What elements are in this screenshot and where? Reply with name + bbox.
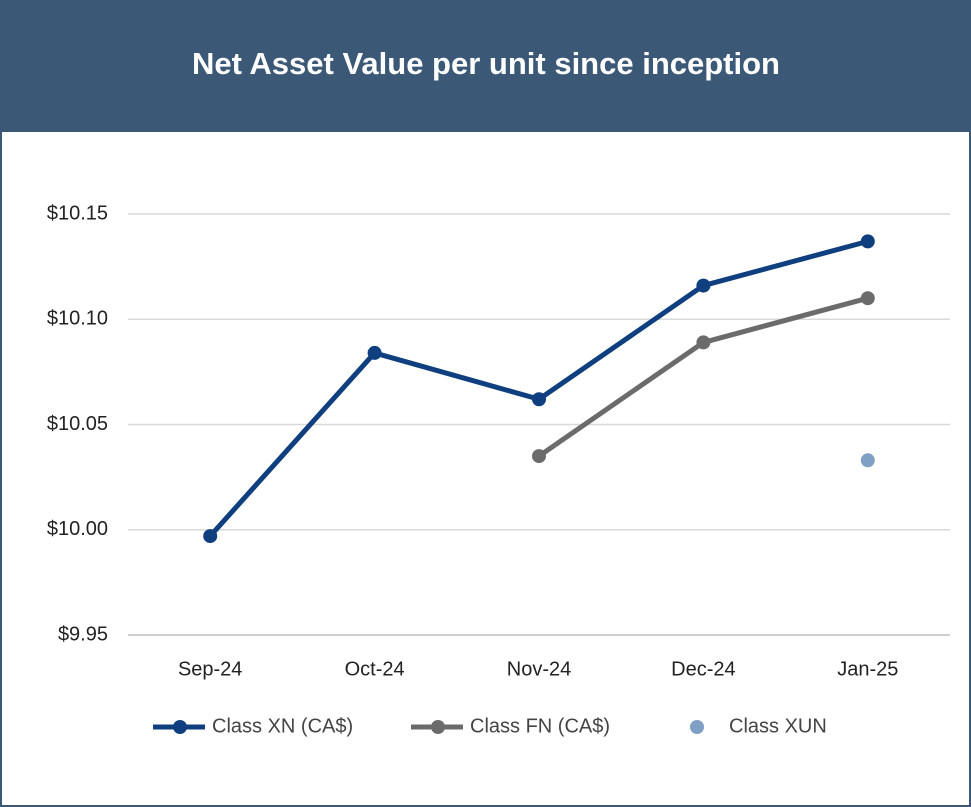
y-tick-label: $10.15 [47, 202, 108, 224]
legend-marker [431, 720, 445, 734]
point-marker [860, 453, 875, 468]
point-marker [532, 392, 546, 407]
series-line [208, 238, 869, 538]
legend-marker [690, 720, 704, 734]
point-marker [696, 335, 711, 350]
header-band [0, 0, 971, 132]
point-marker [532, 449, 546, 464]
point-marker [203, 529, 218, 544]
point-marker [367, 345, 382, 360]
x-tick-label: Sep-24 [178, 658, 243, 680]
x-tick-label: Nov-24 [507, 658, 571, 680]
x-tick-label: Jan-25 [837, 658, 898, 680]
x-tick-label: Oct-24 [345, 658, 405, 680]
series-line [537, 295, 869, 459]
y-tick-label: $10.00 [47, 518, 108, 540]
x-tick-label: Dec-24 [671, 658, 735, 680]
y-tick-label: $9.95 [58, 623, 108, 645]
point-marker [860, 291, 875, 306]
legend-label: Class FN (CA$) [470, 715, 610, 737]
chart-title: Net Asset Value per unit since inception [192, 46, 780, 81]
legend-label: Class XN (CA$) [212, 715, 353, 737]
point-marker [860, 234, 875, 249]
legend-label: Class XUN [729, 715, 827, 737]
y-tick-label: $10.05 [47, 413, 108, 435]
point-marker [696, 278, 711, 293]
y-tick-label: $10.10 [47, 308, 108, 330]
legend-marker [173, 720, 187, 734]
